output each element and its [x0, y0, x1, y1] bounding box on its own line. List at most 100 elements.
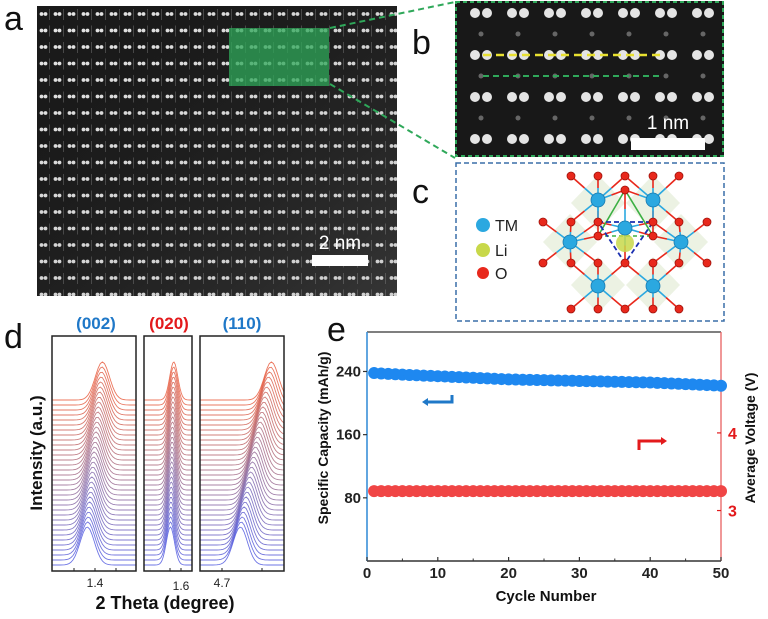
- oxygen-atom: [674, 217, 684, 227]
- scale-bar-a: [312, 255, 368, 266]
- xrd-scan-curve: [52, 366, 136, 406]
- xrd-scan-curve: [200, 421, 284, 461]
- xrd-scan-curve: [200, 406, 284, 446]
- oxygen-atom: [648, 231, 658, 241]
- xrd-scan-curve: [200, 441, 284, 481]
- xrd-scan-curve: [52, 451, 136, 491]
- xrd-scan-curve: [144, 486, 192, 526]
- xrd-scan-curve: [200, 371, 284, 411]
- xrd-scan-curve: [144, 521, 192, 561]
- legend-o-label: O: [495, 266, 507, 283]
- oxygen-atom: [620, 304, 630, 314]
- oxygen-atom: [648, 304, 658, 314]
- oxygen-atom: [593, 217, 603, 227]
- xrd-scan-curve: [200, 401, 284, 441]
- xrd-scan-curve: [52, 511, 136, 551]
- oxygen-atom: [674, 258, 684, 268]
- oxygen-atom: [593, 304, 603, 314]
- oxygen-atom: [648, 171, 658, 181]
- xrd-scan-curve: [144, 381, 192, 421]
- xrd-scan-curve: [52, 526, 136, 566]
- left-arrow-head: [422, 398, 428, 406]
- panel-label-a: a: [4, 0, 23, 38]
- xrd-scan-curve: [52, 521, 136, 561]
- xrd-scan-curve: [144, 461, 192, 501]
- xrd-scan-curve: [144, 426, 192, 466]
- legend-c: TM Li O: [476, 218, 518, 283]
- xrd-scan-curve: [144, 526, 192, 566]
- xrd-scan-curve: [144, 511, 192, 551]
- xrd-scan-curve: [52, 436, 136, 476]
- oxygen-atom: [702, 217, 712, 227]
- xrd-scan-curve: [52, 361, 136, 401]
- xrd-scan-curve: [200, 381, 284, 421]
- x-tick-label: 20: [500, 565, 517, 582]
- xrd-scan-curve: [52, 501, 136, 541]
- xrd-scan-curve: [144, 366, 192, 406]
- xrd-scan-curve: [144, 431, 192, 471]
- legend-li-label: Li: [495, 243, 507, 260]
- xrd-scan-curve: [52, 411, 136, 451]
- x-tick-label: 50: [713, 565, 730, 582]
- legend-o-marker: [477, 267, 489, 279]
- xrd-scan-curve: [52, 386, 136, 426]
- xrd-scan-curve: [52, 466, 136, 506]
- xrd-scan-curve: [200, 361, 284, 401]
- oxygen-atom: [538, 217, 548, 227]
- legend-tm-label: TM: [495, 218, 518, 235]
- xrd-scan-curve: [144, 436, 192, 476]
- xrd-scan-curve: [144, 416, 192, 456]
- oxygen-atom: [620, 185, 630, 195]
- legend-tm-marker: [476, 218, 490, 232]
- frame-110: [199, 335, 285, 572]
- panel-label-d: d: [4, 318, 23, 356]
- oxygen-atom: [620, 258, 630, 268]
- peak-label-020: (020): [149, 314, 189, 333]
- scale-bar-b: [631, 138, 705, 150]
- xrd-scan-curve: [144, 501, 192, 541]
- xrd-scan-curve: [52, 456, 136, 496]
- xrd-scan-curve: [144, 446, 192, 486]
- xrd-scan-curve: [144, 396, 192, 436]
- xrd-scan-curve: [144, 496, 192, 536]
- xrd-plot-d: (002) (020) (110) 1.4 1.6 4.7 2 Theta (d…: [27, 314, 285, 613]
- xrd-scan-curve: [200, 456, 284, 496]
- tick-label-1.4: 1.4: [87, 576, 104, 590]
- xrd-scan-curve: [200, 466, 284, 506]
- xrd-scan-curve: [52, 381, 136, 421]
- xrd-scan-curve: [52, 491, 136, 531]
- xrd-scan-curve: [200, 436, 284, 476]
- xrd-scan-curve: [144, 406, 192, 446]
- lithium-atom: [616, 234, 634, 252]
- xrd-scan-curve: [200, 366, 284, 406]
- y2-axis-label-e: Average Voltage (V): [742, 373, 758, 504]
- peak-label-110: (110): [223, 314, 262, 333]
- xrd-scan-curve: [200, 386, 284, 426]
- xrd-scan-curve: [52, 471, 136, 511]
- tm-atom: [590, 192, 606, 208]
- x-axis-label-d: 2 Theta (degree): [95, 593, 234, 613]
- tm-atom: [673, 234, 689, 250]
- xrd-scan-curve: [200, 481, 284, 521]
- xrd-scan-curve: [144, 401, 192, 441]
- xrd-scan-curve: [144, 471, 192, 511]
- oxygen-atom: [593, 258, 603, 268]
- xrd-scan-curve: [52, 416, 136, 456]
- xrd-scan-curve: [144, 466, 192, 506]
- xrd-scan-curve: [52, 461, 136, 501]
- xrd-scan-curve: [52, 496, 136, 536]
- x-tick-label: 0: [363, 565, 371, 582]
- y2-tick-label: 3: [728, 504, 737, 521]
- xrd-scan-curve: [52, 396, 136, 436]
- xrd-scan-curve: [52, 391, 136, 431]
- xrd-scan-curve: [144, 516, 192, 556]
- xrd-scan-curve: [200, 526, 284, 566]
- xrd-scan-curve: [200, 486, 284, 526]
- tm-atom: [590, 278, 606, 294]
- xrd-scan-curve: [200, 506, 284, 546]
- xrd-scan-curve: [200, 476, 284, 516]
- xrd-scan-curve: [200, 471, 284, 511]
- xrd-scan-curve: [52, 476, 136, 516]
- xrd-scan-curve: [52, 371, 136, 411]
